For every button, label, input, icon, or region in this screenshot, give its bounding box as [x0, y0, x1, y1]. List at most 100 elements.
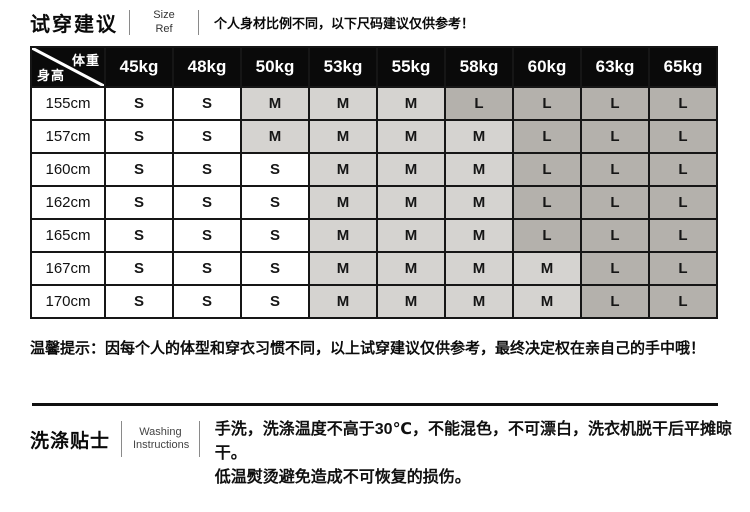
size-cell: L	[648, 185, 718, 220]
washing-section: 洗涤贴士 Washing Instructions 手洗，洗涤温度不高于30℃，…	[30, 418, 750, 490]
weight-header: 45kg	[104, 46, 174, 88]
size-cell: M	[444, 185, 514, 220]
size-cell: L	[580, 152, 650, 187]
size-cell: M	[240, 119, 310, 154]
size-cell: M	[444, 119, 514, 154]
divider	[198, 421, 200, 457]
corner-height-label: 身高	[37, 68, 66, 83]
size-cell: S	[240, 152, 310, 187]
weight-header: 60kg	[512, 46, 582, 88]
washing-section-title: 洗涤贴士	[30, 431, 111, 452]
size-cell: L	[512, 152, 582, 187]
size-section-header: 试穿建议 Size Ref 个人身材比例不同，以下尺码建议仅供参考！	[30, 0, 750, 37]
size-cell: S	[240, 251, 310, 286]
size-cell: L	[512, 86, 582, 121]
size-cell: M	[444, 218, 514, 253]
weight-header: 50kg	[240, 46, 310, 88]
size-section-subtitle: Size Ref	[141, 9, 187, 35]
size-cell: L	[648, 86, 718, 121]
size-cell: L	[648, 218, 718, 253]
size-cell: L	[580, 218, 650, 253]
size-cell: L	[580, 284, 650, 319]
size-cell: M	[376, 86, 446, 121]
size-cell: L	[512, 218, 582, 253]
table-row: 165cm S S S M M M L L L	[30, 218, 718, 253]
table-row: 155cm S S M M M L L L L	[30, 86, 718, 121]
table-row: 162cm S S S M M M L L L	[30, 185, 718, 220]
size-cell: L	[580, 86, 650, 121]
divider	[129, 10, 130, 35]
table-row: 157cm S S M M M M L L L	[30, 119, 718, 154]
divider	[198, 10, 199, 35]
size-recommendation-table: 体重 身高 45kg 48kg 50kg 53kg 55kg 58kg 60kg 63kg 65…	[30, 46, 718, 319]
section-divider	[32, 403, 718, 406]
size-cell: S	[104, 152, 174, 187]
washing-line1: 手洗，洗涤温度不高于30℃，不能混色，不可漂白，洗衣机脱干后平摊晾干。	[214, 421, 732, 462]
washing-subtitle-line2: Instructions	[132, 439, 190, 452]
size-cell: S	[104, 185, 174, 220]
size-cell: M	[444, 152, 514, 187]
size-subtitle-line2: Ref	[155, 22, 173, 35]
size-cell: M	[308, 152, 378, 187]
diagonal-line-icon	[32, 48, 104, 86]
size-cell: M	[376, 284, 446, 319]
table-row: 160cm S S S M M M L L L	[30, 152, 718, 187]
size-section-title: 试穿建议	[30, 14, 118, 36]
size-cell: S	[104, 284, 174, 319]
height-cell: 155cm	[30, 86, 106, 121]
weight-header-row: 体重 身高 45kg 48kg 50kg 53kg 55kg 58kg 60kg 63kg 65…	[30, 46, 718, 88]
size-cell: M	[512, 251, 582, 286]
size-subtitle-line1: Size	[153, 9, 175, 22]
size-cell: L	[580, 119, 650, 154]
height-cell: 165cm	[30, 218, 106, 253]
washing-line2: 低温熨烫避免造成不可恢复的损伤。	[214, 469, 471, 486]
size-cell: M	[444, 251, 514, 286]
size-cell: M	[444, 284, 514, 319]
size-cell: L	[648, 284, 718, 319]
size-cell: M	[308, 218, 378, 253]
washing-subtitle-line1: Washing	[139, 426, 182, 438]
size-cell: L	[444, 86, 514, 121]
size-cell: M	[308, 185, 378, 220]
size-cell: S	[172, 119, 242, 154]
size-cell: L	[648, 119, 718, 154]
table-row: 170cm S S S M M M M L L	[30, 284, 718, 319]
size-cell: S	[172, 218, 242, 253]
size-cell: M	[308, 119, 378, 154]
weight-header: 55kg	[376, 46, 446, 88]
size-cell: S	[104, 119, 174, 154]
size-cell: S	[104, 251, 174, 286]
size-cell: L	[648, 152, 718, 187]
warm-tip-text: 温馨提示：因每个人的体型和穿衣习惯不同，以上试穿建议仅供参考，最终决定权在亲自己…	[30, 340, 706, 357]
size-cell: L	[580, 251, 650, 286]
table-row: 167cm S S S M M M M L L	[30, 251, 718, 286]
size-cell: M	[376, 119, 446, 154]
size-cell: M	[376, 185, 446, 220]
size-cell: S	[172, 284, 242, 319]
size-cell: S	[240, 218, 310, 253]
size-cell: M	[308, 284, 378, 319]
weight-header: 65kg	[648, 46, 718, 88]
size-cell: L	[512, 119, 582, 154]
size-cell: L	[648, 251, 718, 286]
height-cell: 157cm	[30, 119, 106, 154]
height-cell: 167cm	[30, 251, 106, 286]
size-cell: M	[376, 152, 446, 187]
size-cell: S	[240, 185, 310, 220]
size-cell: M	[308, 251, 378, 286]
size-cell: M	[512, 284, 582, 319]
corner-weight-label: 体重	[71, 53, 100, 68]
size-cell: M	[376, 218, 446, 253]
corner-cell: 体重 身高	[30, 46, 106, 88]
size-cell: S	[240, 284, 310, 319]
size-cell: S	[172, 251, 242, 286]
size-cell: M	[240, 86, 310, 121]
height-cell: 162cm	[30, 185, 106, 220]
weight-header: 63kg	[580, 46, 650, 88]
weight-header: 53kg	[308, 46, 378, 88]
size-cell: S	[172, 152, 242, 187]
size-cell: M	[308, 86, 378, 121]
size-cell: S	[104, 218, 174, 253]
weight-header: 48kg	[172, 46, 242, 88]
size-cell: L	[580, 185, 650, 220]
